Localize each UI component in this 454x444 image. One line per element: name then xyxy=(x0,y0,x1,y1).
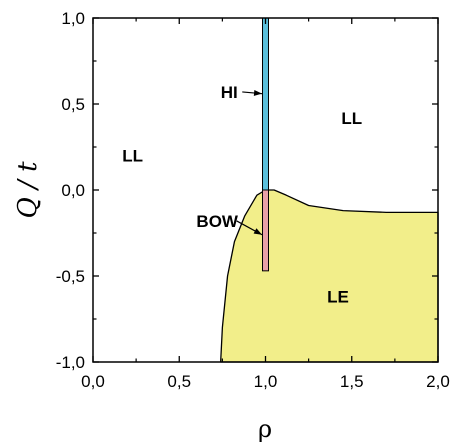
annotation-arrowhead xyxy=(253,89,263,96)
annotation-ll: LL xyxy=(122,147,143,166)
annotation-le: LE xyxy=(327,288,349,307)
y-axis-title: Q / t xyxy=(13,161,43,219)
bar-bow xyxy=(262,189,269,272)
y-tick-label: -1,0 xyxy=(56,353,85,372)
region-le xyxy=(220,189,439,363)
x-tick-label: 0,5 xyxy=(167,372,191,391)
y-tick-label: 1,0 xyxy=(61,9,85,28)
y-tick-label: 0,0 xyxy=(61,181,85,200)
annotation-hi: HI xyxy=(221,83,238,102)
y-tick-label: 0,5 xyxy=(61,95,85,114)
x-axis-title: ρ xyxy=(258,415,272,443)
bar-hi xyxy=(262,17,269,191)
annotation-arrowhead xyxy=(253,228,263,235)
annotation-bow: BOW xyxy=(196,212,239,231)
x-tick-label: 0,0 xyxy=(81,372,105,391)
y-tick-label: -0,5 xyxy=(56,267,85,286)
x-tick-label: 2,0 xyxy=(426,372,450,391)
x-tick-label: 1,5 xyxy=(340,372,364,391)
annotation-ll: LL xyxy=(341,109,362,128)
x-tick-label: 1,0 xyxy=(254,372,278,391)
